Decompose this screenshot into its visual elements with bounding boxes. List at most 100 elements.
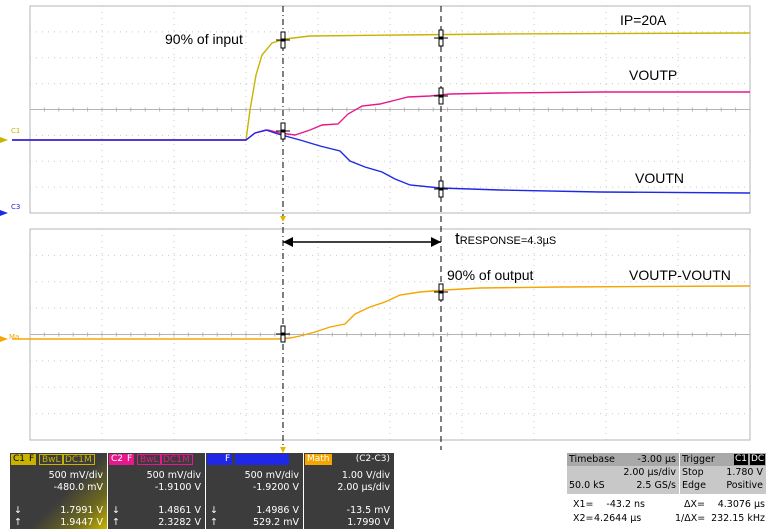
c1-cursor-up: ↑	[14, 517, 22, 528]
diff-label: VOUTP-VOUTN	[629, 267, 731, 283]
timebase-label: Timebase	[569, 454, 615, 465]
upper-graticule	[29, 5, 751, 214]
dx-value: 4.3076 µs	[717, 499, 765, 510]
math-formula: (C2-C3)	[355, 454, 390, 464]
crosshair-x1-c-v1	[280, 122, 286, 131]
c2-panel[interactable]: C2 F BwL DC1M 500 mV/div -1.9100 V ↓ 1.4…	[108, 453, 205, 529]
trigger-marker-top	[280, 216, 286, 222]
c2-meas2: 2.3282 V	[158, 517, 201, 528]
trigger-slope: Positive	[726, 480, 763, 491]
x1-value: -43.2 ns	[606, 499, 645, 510]
crosshair-x2-c1-v2	[438, 38, 444, 47]
c3-panel[interactable]: C3 F BwL DC1M 500 mV/div -1.9200 V ↓ 1.4…	[206, 453, 303, 529]
trigger-header: Trigger C1 DC	[680, 453, 766, 466]
inv-dx-label: 1/ΔX=	[675, 513, 706, 524]
trigger-label: Trigger	[682, 454, 715, 465]
c2-cursor-up: ↑	[112, 517, 120, 528]
timebase-div: 2.00 µs/div	[623, 467, 676, 478]
c2-offset: -1.9100 V	[154, 482, 201, 493]
dx-label: ΔX=	[684, 499, 705, 510]
cursor-readout: X1= -43.2 ns ΔX= 4.3076 µs X2= 4.2644 µs…	[573, 497, 766, 531]
voutn-label: VOUTN	[635, 170, 684, 186]
math-meas1: -13.5 mV	[346, 505, 390, 516]
timebase-samples: 50.0 kS	[569, 480, 605, 491]
crosshair-x1-math-v2	[280, 334, 286, 343]
c1-scale: 500 mV/div	[48, 470, 103, 481]
trigger-level: 1.780 V	[726, 467, 763, 478]
crosshair-output-v1	[438, 283, 444, 292]
c3-meas2: 529.2 mV	[253, 517, 299, 528]
trigger-coupling: DC	[750, 454, 766, 465]
c1-panel[interactable]: C1 F BwL DC1M 500 mV/div -480.0 mV ↓ 1.7…	[10, 453, 107, 529]
math-panel[interactable]: Math (C2-C3) 1.00 V/div 2.00 µs/div -13.…	[304, 453, 394, 529]
math-marker[interactable]: Ma	[9, 333, 20, 341]
response-time-sub: RESPONSE=4.3µS	[459, 235, 557, 247]
c3-tag: C3	[207, 454, 224, 465]
math-scale: 1.00 V/div	[341, 470, 390, 481]
c3-cursor-down: ↓	[210, 505, 218, 516]
crosshair-input-v1	[280, 31, 286, 40]
c3-offset: -1.9200 V	[252, 482, 299, 493]
crosshair-x2-c1-v1	[438, 29, 444, 38]
crosshair-x1-math-v1	[280, 325, 286, 334]
timebase-header: Timebase -3.00 µs	[567, 453, 679, 466]
c1-meas1: 1.7991 V	[60, 505, 103, 516]
c1-level-marker	[0, 137, 8, 143]
crosshair-x1-c-v2	[280, 131, 286, 140]
c1-coupling-tag: DC1M	[62, 454, 95, 465]
trigger-panel[interactable]: Trigger C1 DC Stop 1.780 V Edge Positive	[680, 453, 766, 494]
c1-tag: C1	[11, 454, 28, 465]
c3-coupling-tag: DC1M	[258, 454, 289, 465]
trigger-type: Edge	[682, 480, 706, 491]
x2-label: X2=	[573, 513, 594, 524]
output-90-label: 90% of output	[447, 267, 534, 283]
response-time-label: tRESPONSE=4.3µS	[455, 229, 556, 249]
timebase-panel[interactable]: Timebase -3.00 µs 2.00 µs/div 50.0 kS 2.…	[567, 453, 679, 494]
inv-dx-value: 232.15 kHz	[711, 513, 765, 524]
math-trace	[12, 285, 751, 340]
input-90-label: 90% of input	[165, 31, 243, 47]
c2-cursor-down: ↓	[112, 505, 120, 516]
trigger-channel: C1	[734, 454, 749, 465]
math-tag: Math	[305, 454, 332, 465]
c3-bwl-tag: BwL	[235, 454, 258, 465]
response-arrow-left	[283, 237, 293, 247]
current-label: IP=20A	[620, 12, 667, 28]
c1-filter-tag: F	[27, 454, 37, 465]
x2-value: 4.2644 µs	[594, 513, 642, 524]
c2-coupling-tag: DC1M	[160, 454, 193, 465]
x1-label: X1=	[573, 499, 594, 510]
c3-filter-tag: F	[223, 454, 233, 465]
crosshair-output-v2	[438, 292, 444, 301]
c3-cursor-up: ↑	[210, 517, 218, 528]
math-timescale: 2.00 µs/div	[337, 482, 390, 493]
c2-meas1: 1.4861 V	[158, 505, 201, 516]
crosshair-x2-c3-v2	[438, 189, 444, 198]
timebase-value: -3.00 µs	[637, 454, 676, 465]
trigger-state: Stop	[682, 467, 704, 478]
c3-meas1: 1.4986 V	[256, 505, 299, 516]
c2-filter-tag: F	[125, 454, 135, 465]
crosshair-x2-c2-v2	[438, 96, 444, 105]
c1-cursor-down: ↓	[14, 505, 22, 516]
voutp-label: VOUTP	[629, 67, 678, 83]
c3-level-marker	[0, 210, 8, 216]
response-time-t: t	[455, 229, 460, 248]
oscilloscope-display	[0, 5, 751, 453]
c3-marker[interactable]: C3	[11, 203, 21, 211]
response-arrow-right	[431, 237, 441, 247]
crosshair-x2-c3-v1	[438, 180, 444, 189]
crosshair-input-v2	[280, 40, 286, 49]
c2-tag: C2	[109, 454, 126, 465]
c1-meas2: 1.9447 V	[60, 517, 103, 528]
lower-graticule	[29, 228, 751, 441]
trigger-marker-bottom	[280, 447, 286, 453]
c2-bwl-tag: BwL	[137, 454, 162, 465]
timebase-rate: 2.5 GS/s	[636, 480, 676, 491]
math-level-marker	[0, 336, 8, 342]
c3-scale: 500 mV/div	[244, 470, 299, 481]
c1-marker[interactable]: C1	[11, 127, 21, 135]
c3-trace	[12, 129, 751, 194]
c1-offset: -480.0 mV	[53, 482, 103, 493]
c1-trace	[12, 32, 751, 141]
